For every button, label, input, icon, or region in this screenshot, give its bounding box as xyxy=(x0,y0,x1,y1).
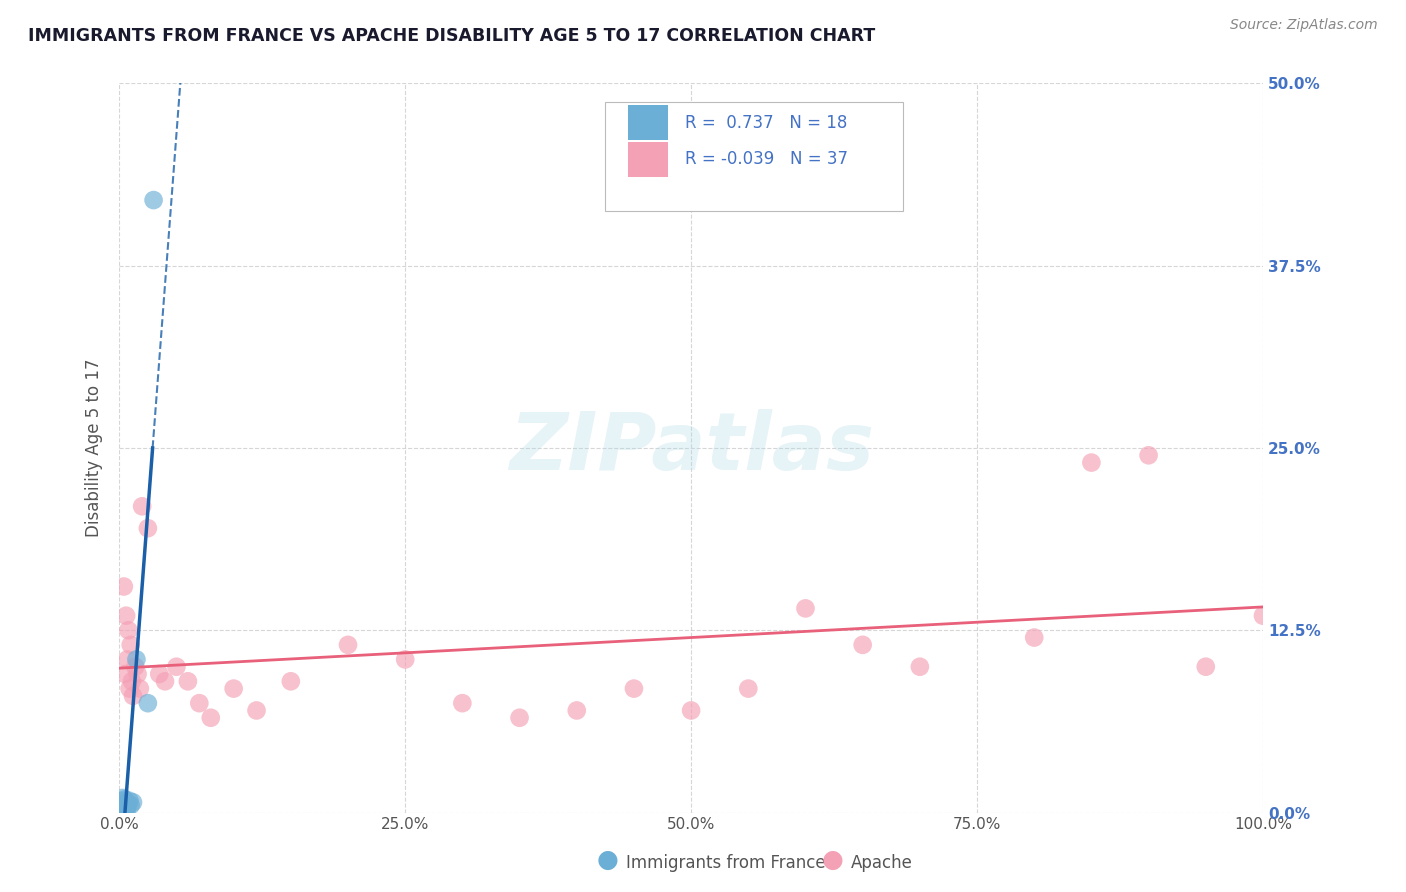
Point xyxy=(112,799,135,814)
Point xyxy=(117,799,139,814)
Point xyxy=(188,696,211,710)
Point xyxy=(565,703,588,717)
FancyBboxPatch shape xyxy=(628,142,668,177)
Point xyxy=(794,601,817,615)
Point xyxy=(222,681,245,696)
Text: IMMIGRANTS FROM FRANCE VS APACHE DISABILITY AGE 5 TO 17 CORRELATION CHART: IMMIGRANTS FROM FRANCE VS APACHE DISABIL… xyxy=(28,27,876,45)
Point xyxy=(118,681,141,696)
FancyBboxPatch shape xyxy=(606,102,903,211)
Text: R =  0.737   N = 18: R = 0.737 N = 18 xyxy=(685,114,848,132)
Point xyxy=(177,674,200,689)
Text: ●: ● xyxy=(821,848,844,872)
Point xyxy=(110,798,132,813)
Point xyxy=(394,652,416,666)
Point xyxy=(623,681,645,696)
Point xyxy=(166,659,188,673)
Point xyxy=(115,803,138,817)
Point xyxy=(1024,631,1046,645)
Point xyxy=(142,193,165,207)
Text: ●: ● xyxy=(596,848,619,872)
Point xyxy=(115,608,138,623)
Point xyxy=(1137,448,1160,462)
Point xyxy=(148,667,170,681)
Point xyxy=(110,801,132,815)
Point xyxy=(125,652,148,666)
Point xyxy=(114,792,136,806)
Point xyxy=(131,500,153,514)
Point xyxy=(509,711,531,725)
Point xyxy=(128,681,150,696)
Point xyxy=(337,638,360,652)
Point xyxy=(112,580,135,594)
Point xyxy=(451,696,474,710)
Point xyxy=(1195,659,1218,673)
Text: ZIPatlas: ZIPatlas xyxy=(509,409,873,487)
Point xyxy=(280,674,302,689)
Point xyxy=(200,711,222,725)
Text: R = -0.039   N = 37: R = -0.039 N = 37 xyxy=(685,150,848,169)
Point xyxy=(124,659,146,673)
Point xyxy=(111,794,134,808)
Point xyxy=(122,689,145,703)
Point xyxy=(121,674,143,689)
Y-axis label: Disability Age 5 to 17: Disability Age 5 to 17 xyxy=(86,359,103,537)
Point xyxy=(120,638,142,652)
Point xyxy=(681,703,703,717)
Point xyxy=(120,798,142,813)
Point xyxy=(117,797,139,811)
Text: Apache: Apache xyxy=(851,855,912,872)
Point xyxy=(1251,608,1274,623)
Point xyxy=(111,791,134,805)
Point xyxy=(153,674,176,689)
Point xyxy=(1080,456,1102,470)
Point xyxy=(136,521,159,535)
Point xyxy=(117,624,139,638)
Point xyxy=(908,659,931,673)
Point xyxy=(245,703,267,717)
Point xyxy=(852,638,875,652)
Point xyxy=(136,696,159,710)
Text: Source: ZipAtlas.com: Source: ZipAtlas.com xyxy=(1230,18,1378,32)
Text: Immigrants from France: Immigrants from France xyxy=(626,855,825,872)
Point xyxy=(112,797,135,811)
Point xyxy=(118,794,141,808)
Point xyxy=(122,795,145,809)
Point xyxy=(117,652,139,666)
FancyBboxPatch shape xyxy=(628,105,668,140)
Point xyxy=(127,667,149,681)
Point xyxy=(114,801,136,815)
Point xyxy=(114,667,136,681)
Point xyxy=(737,681,759,696)
Point xyxy=(115,798,138,813)
